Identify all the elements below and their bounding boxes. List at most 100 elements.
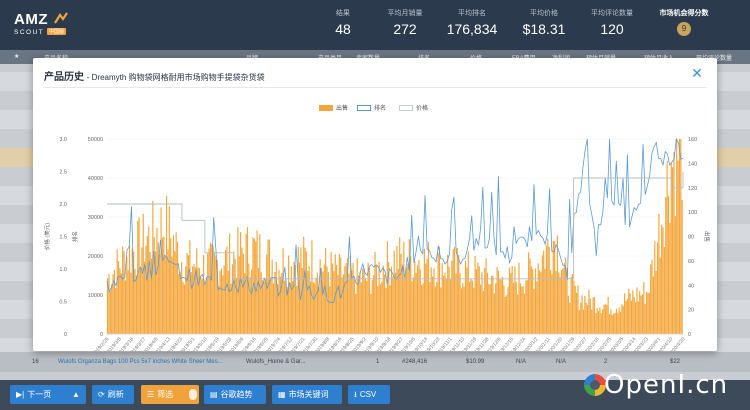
sales-bar xyxy=(305,251,308,334)
sales-bar xyxy=(474,256,476,334)
sales-bar xyxy=(559,277,561,334)
sales-bar xyxy=(390,266,393,334)
sales-bar xyxy=(311,240,313,334)
sales-bar xyxy=(482,291,484,334)
sales-bar xyxy=(560,269,563,334)
sales-bar xyxy=(571,274,574,334)
sales-bar xyxy=(308,266,310,334)
sales-bar xyxy=(192,266,194,334)
sales-bar xyxy=(299,262,301,334)
sales-bar xyxy=(517,294,519,334)
sales-bar xyxy=(518,262,520,334)
sales-bar xyxy=(327,272,329,334)
sales-bar xyxy=(148,226,150,334)
dropdown-arrow-icon[interactable]: ▲ xyxy=(72,390,80,399)
sales-bar xyxy=(213,251,216,334)
sales-bar xyxy=(595,313,597,334)
sales-bar xyxy=(576,292,578,334)
sales-bar xyxy=(200,277,202,334)
sales-bar xyxy=(537,263,539,334)
sales-bar xyxy=(366,280,368,334)
sales-bar xyxy=(227,270,229,334)
sales-bar xyxy=(340,257,342,334)
sales-bar xyxy=(289,282,291,334)
stat-results: 结果 48 xyxy=(328,8,358,37)
sales-bar xyxy=(275,262,277,334)
sales-bar xyxy=(414,260,416,334)
sales-bar xyxy=(478,266,480,334)
sales-bar xyxy=(218,286,220,334)
sales-bar xyxy=(240,232,242,334)
refresh-button[interactable]: ⟳ 刷新 xyxy=(92,385,134,404)
sales-bar xyxy=(647,292,649,334)
sales-bar xyxy=(301,267,303,334)
bottom-toolbar: ▶| 下一页 ▲ ⟳ 刷新 ☰ 筛选 ▤ 谷歌趋势 ▦ 市场关键词 ⭳ CSV xyxy=(0,380,750,410)
amzscout-logo[interactable]: AMZ SCOUT 中国版 xyxy=(14,11,74,41)
filter-toggle[interactable] xyxy=(189,389,197,400)
row-price: $10.99 xyxy=(466,359,485,365)
sales-bar xyxy=(611,314,613,334)
divider xyxy=(43,87,707,88)
close-icon[interactable]: ✕ xyxy=(691,65,703,81)
filter-icon: ☰ xyxy=(147,390,155,399)
sales-bar xyxy=(248,263,250,334)
sales-bar xyxy=(573,280,575,334)
sales-bar xyxy=(133,251,135,334)
sales-bar xyxy=(130,272,132,334)
sales-bar xyxy=(497,270,500,334)
sales-bar xyxy=(410,256,412,334)
sales-bar xyxy=(320,267,323,334)
sales-bar xyxy=(659,257,661,334)
market-keywords-button[interactable]: ▦ 市场关键词 xyxy=(272,385,342,404)
sales-bar xyxy=(117,261,120,334)
legend-rank[interactable]: 排名 xyxy=(357,103,386,112)
sales-bar xyxy=(621,304,623,334)
sales-bar xyxy=(277,284,279,334)
sales-bar xyxy=(201,278,203,334)
legend-price[interactable]: 价格 xyxy=(399,103,428,112)
sales-bar xyxy=(470,278,472,334)
sales-bar xyxy=(448,266,450,334)
sales-bar xyxy=(187,255,190,334)
sales-bar xyxy=(676,139,678,334)
sales-bar xyxy=(356,258,358,334)
sales-bar xyxy=(515,281,517,334)
watermark-logo-icon xyxy=(584,374,606,396)
sales-bar xyxy=(309,281,312,334)
sales-bar xyxy=(432,276,434,334)
stat-avg-rank: 平均排名 176,834 xyxy=(440,8,504,37)
sales-bar xyxy=(544,268,546,334)
legend-sales[interactable]: 出售 xyxy=(319,103,348,112)
filter-button[interactable]: ☰ 筛选 xyxy=(141,385,199,404)
sales-bar xyxy=(585,302,587,334)
table-row[interactable]: 16 Wulofs Organza Bags 100 Pcs 5x7 inche… xyxy=(0,352,750,372)
sales-bar xyxy=(548,246,550,334)
sales-bar xyxy=(333,271,335,334)
row-title-link[interactable]: Wulofs Organza Bags 100 Pcs 5x7 inches W… xyxy=(58,359,223,365)
sales-bar xyxy=(330,251,332,334)
sales-bar xyxy=(342,274,345,334)
score-badge: 9 xyxy=(677,22,691,36)
sales-bar xyxy=(666,160,668,334)
sales-bar xyxy=(628,288,630,334)
sales-bar xyxy=(629,293,631,334)
sales-bar xyxy=(172,235,174,334)
sales-bar xyxy=(444,272,446,334)
sales-bar xyxy=(589,298,591,334)
sales-bar xyxy=(396,245,398,334)
sales-bar xyxy=(651,259,653,334)
google-trends-button[interactable]: ▤ 谷歌趋势 xyxy=(204,385,266,404)
sales-bar xyxy=(255,241,257,334)
sales-bar xyxy=(593,297,596,334)
sales-bar xyxy=(229,233,231,334)
price-axis-title: 价格 (美元) xyxy=(43,223,51,250)
csv-button[interactable]: ⭳ CSV xyxy=(348,385,390,404)
next-page-button[interactable]: ▶| 下一页 ▲ xyxy=(10,385,86,404)
sales-bar xyxy=(673,152,675,334)
sales-bar xyxy=(459,273,461,334)
rank-tick-label: 20000 xyxy=(88,254,103,260)
stat-label: 市场机会得分数 xyxy=(659,10,709,17)
sales-bar xyxy=(138,217,140,334)
stat-avg-reviews: 平均评论数量 120 xyxy=(584,8,640,37)
sales-bar xyxy=(244,273,246,334)
